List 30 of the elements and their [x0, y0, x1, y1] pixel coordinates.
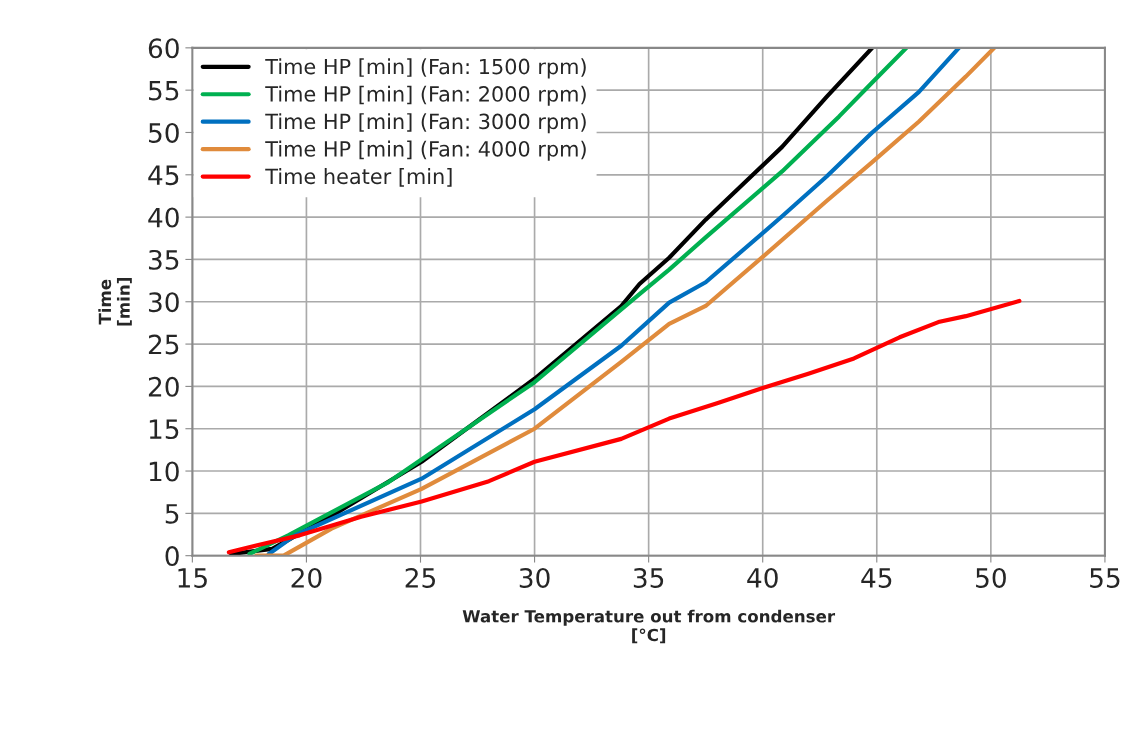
y-tick-label: 0	[165, 546, 179, 567]
x-tick-label: 30	[519, 567, 550, 588]
x-tick-label: 35	[633, 567, 664, 588]
y-tick-label: 10	[149, 461, 179, 482]
x-axis-title: Water Temperature out from condenser [°C]	[462, 609, 836, 644]
y-axis-title: Time [min]	[98, 278, 132, 326]
x-tick-label: 45	[861, 568, 892, 588]
legend-label: Time heater [min]	[265, 168, 452, 187]
line-series	[226, 298, 1022, 555]
x-tick-label: 55	[1090, 568, 1120, 588]
x-tick-label: 50	[976, 567, 1006, 588]
x-tick-label: 15	[178, 568, 207, 588]
y-tick-label: 30	[148, 292, 179, 313]
legend-label: Time HP [min] (Fan: 4000 rpm)	[265, 140, 586, 161]
x-tick-label: 25	[405, 567, 435, 588]
legend-label: Time HP [min] (Fan: 3000 rpm)	[265, 113, 586, 134]
legend-label: Time HP [min] (Fan: 2000 rpm)	[265, 85, 586, 106]
y-tick-label: 60	[148, 38, 179, 59]
y-tick-label: 25	[148, 334, 179, 355]
legend-label: Time HP [min] (Fan: 1500 rpm)	[265, 58, 586, 79]
y-tick-label: 5	[165, 504, 179, 524]
y-tick-label: 15	[149, 419, 179, 440]
x-tick-label: 20	[291, 567, 322, 588]
y-tick-label: 45	[148, 165, 179, 186]
y-tick-label: 35	[148, 249, 179, 270]
y-tick-label: 20	[148, 376, 179, 397]
y-tick-label: 55	[149, 80, 179, 101]
y-tick-label: 40	[148, 207, 179, 228]
y-tick-label: 50	[149, 122, 179, 143]
x-tick-label: 40	[747, 567, 778, 588]
